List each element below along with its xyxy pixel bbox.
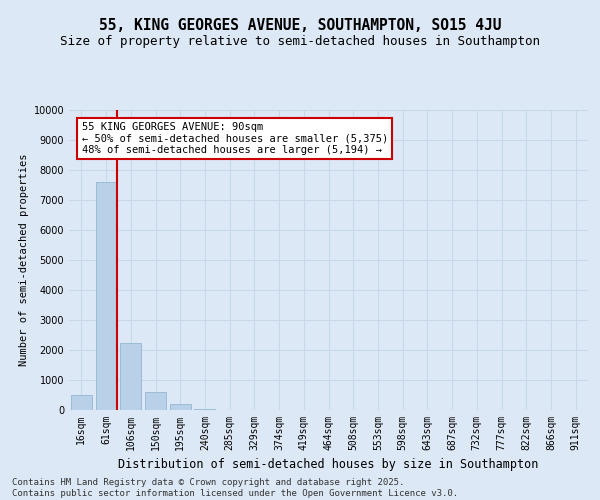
Y-axis label: Number of semi-detached properties: Number of semi-detached properties	[19, 154, 29, 366]
Text: Size of property relative to semi-detached houses in Southampton: Size of property relative to semi-detach…	[60, 35, 540, 48]
Bar	[170, 404, 191, 410]
Bar	[120, 342, 141, 410]
Text: Contains HM Land Registry data © Crown copyright and database right 2025.
Contai: Contains HM Land Registry data © Crown c…	[12, 478, 458, 498]
Bar	[145, 392, 166, 410]
Text: 55, KING GEORGES AVENUE, SOUTHAMPTON, SO15 4JU: 55, KING GEORGES AVENUE, SOUTHAMPTON, SO…	[99, 18, 501, 32]
X-axis label: Distribution of semi-detached houses by size in Southampton: Distribution of semi-detached houses by …	[118, 458, 539, 471]
Bar	[194, 408, 215, 410]
Text: 55 KING GEORGES AVENUE: 90sqm
← 50% of semi-detached houses are smaller (5,375)
: 55 KING GEORGES AVENUE: 90sqm ← 50% of s…	[82, 122, 388, 155]
Bar	[95, 182, 116, 410]
Bar	[71, 395, 92, 410]
